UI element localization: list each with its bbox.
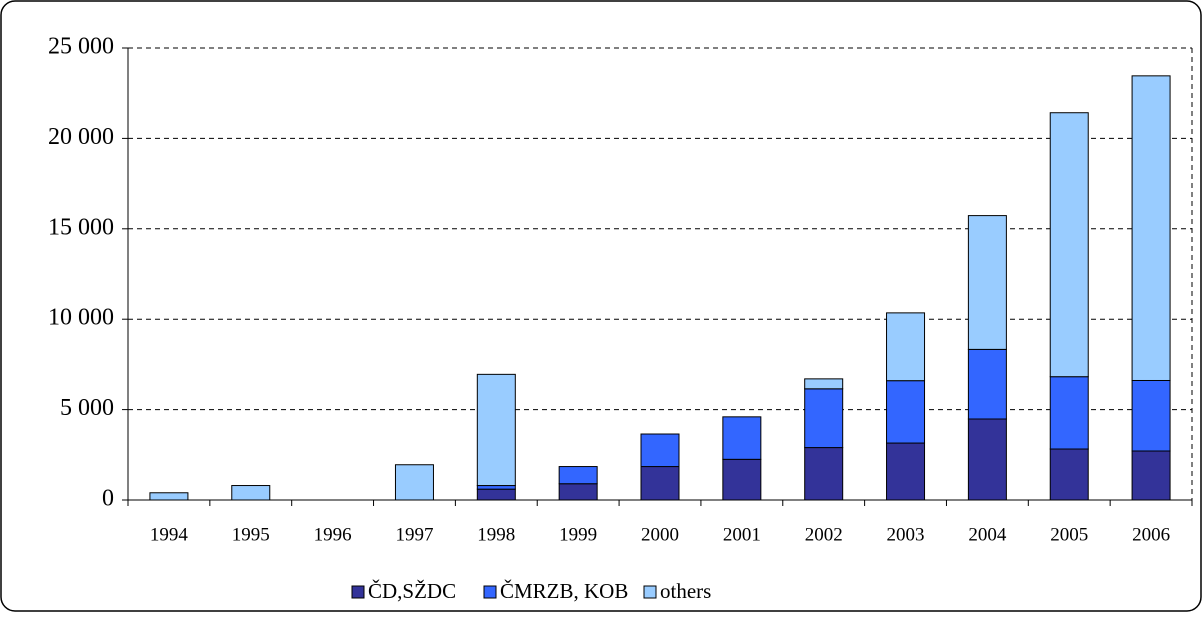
x-tick-label: 1999 xyxy=(559,524,597,545)
bar-segment xyxy=(1131,450,1171,501)
bar-segment xyxy=(804,388,844,449)
bar-segment xyxy=(804,378,844,390)
y-tick-label: 10 000 xyxy=(48,305,114,331)
bar-segment xyxy=(1049,448,1089,501)
x-tick-label: 1995 xyxy=(232,524,270,545)
x-tick-label: 2005 xyxy=(1050,524,1088,545)
x-tick-label: 1996 xyxy=(314,524,352,545)
bar-segment xyxy=(1049,376,1089,450)
y-tick-label: 15 000 xyxy=(48,214,114,240)
legend-label: others xyxy=(660,579,711,603)
bar-segment xyxy=(476,373,516,487)
y-tick-label: 25 000 xyxy=(48,34,114,60)
bar-segment xyxy=(476,485,516,490)
x-tick-label: 1997 xyxy=(395,524,433,545)
y-tick-label: 0 xyxy=(102,486,114,512)
x-tick-label: 2002 xyxy=(805,524,843,545)
bar-segment xyxy=(886,380,926,444)
legend-label: ČD,SŽDC xyxy=(368,579,456,603)
bar-segment xyxy=(722,458,762,501)
bar-segment xyxy=(967,348,1007,420)
legend-swatch xyxy=(351,585,365,599)
legend-label: ČMRZB, KOB xyxy=(500,579,628,603)
y-tick-label: 20 000 xyxy=(48,124,114,150)
x-tick-label: 2006 xyxy=(1132,524,1170,545)
bar-segment xyxy=(1131,379,1171,452)
bar-segment xyxy=(1131,75,1171,381)
x-tick-label: 2003 xyxy=(887,524,925,545)
bar-segment xyxy=(640,466,680,501)
bar-segment xyxy=(967,418,1007,501)
bar-segment xyxy=(886,312,926,382)
x-tick-label: 1998 xyxy=(477,524,515,545)
x-tick-label: 2001 xyxy=(723,524,761,545)
bar-segment xyxy=(558,483,598,501)
legend-swatch xyxy=(483,585,497,599)
bar-segment xyxy=(886,442,926,501)
bar-segment xyxy=(722,416,762,460)
x-tick-label: 2004 xyxy=(968,524,1007,545)
bar-segment xyxy=(967,215,1007,350)
bar-segment xyxy=(804,447,844,501)
bar-segment xyxy=(394,464,434,501)
bar-segment xyxy=(476,488,516,501)
bar-segment xyxy=(1049,112,1089,378)
y-tick-label: 5 000 xyxy=(60,395,114,421)
bar-segment xyxy=(231,485,271,501)
x-tick-label: 1994 xyxy=(150,524,189,545)
bar-segment xyxy=(640,433,680,468)
x-tick-label: 2000 xyxy=(641,524,679,545)
bar-segment xyxy=(149,492,189,501)
legend-swatch xyxy=(643,585,657,599)
bar-segment xyxy=(558,466,598,485)
